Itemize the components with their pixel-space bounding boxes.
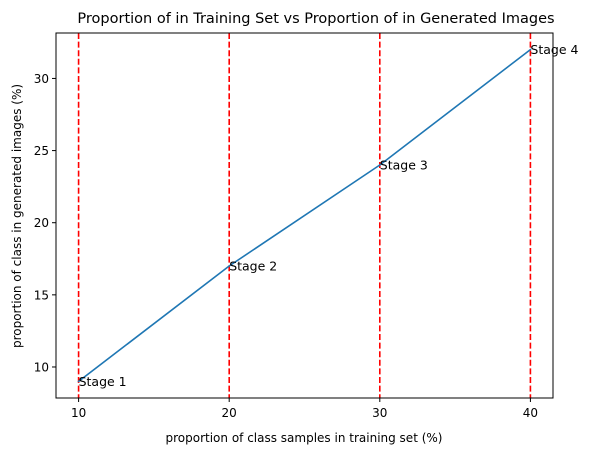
y-tick-label: 15 — [34, 288, 49, 302]
stage-annotation-3: Stage 3 — [380, 158, 428, 173]
x-tick-label: 40 — [523, 406, 538, 420]
plot-frame — [55, 32, 554, 399]
stage-annotation-4: Stage 4 — [530, 42, 578, 57]
y-axis-label: proportion of class in generated images … — [10, 84, 24, 348]
series-line-1 — [77, 48, 532, 383]
plot-area: Stage 1 Stage 2 Stage 3 Stage 4 10 20 30 40 10 15… — [34, 32, 579, 420]
y-tick-label: 25 — [34, 144, 49, 158]
y-tick-label: 10 — [34, 360, 49, 374]
stage-annotation-2: Stage 2 — [229, 258, 277, 273]
stage-annotation-1: Stage 1 — [79, 374, 127, 389]
x-tick-label: 20 — [222, 406, 237, 420]
x-tick-label: 30 — [372, 406, 387, 420]
chart-title: Proportion of in Training Set vs Proport… — [77, 11, 554, 27]
x-axis-label: proportion of class samples in training … — [166, 431, 443, 445]
x-tick-label: 10 — [71, 406, 86, 420]
y-tick-label: 30 — [34, 72, 49, 86]
y-tick-label: 20 — [34, 216, 49, 230]
